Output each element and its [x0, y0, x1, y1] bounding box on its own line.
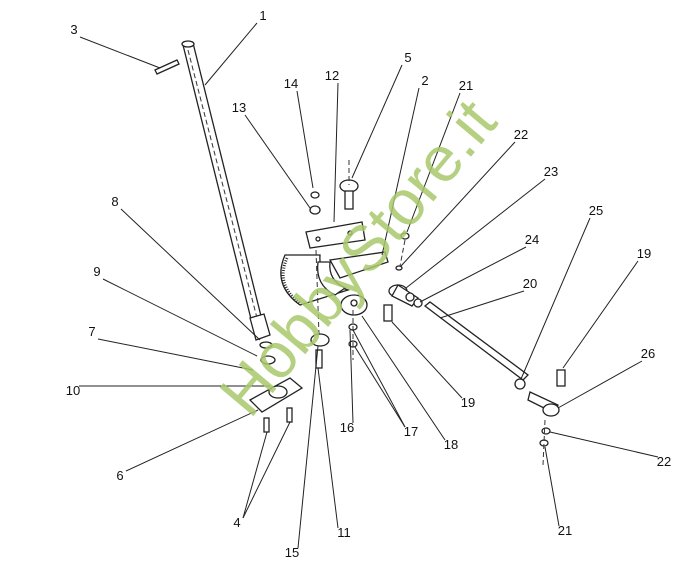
callout-label: 17: [404, 424, 418, 439]
leader-line: [419, 246, 527, 303]
leader-line: [520, 217, 591, 380]
parts-drawing: [154, 40, 566, 466]
callout-label: 19: [461, 395, 475, 410]
callout-label: 22: [514, 127, 528, 142]
leader-line: [351, 64, 403, 179]
callout-label: 4: [233, 515, 240, 530]
sector-gear: [280, 251, 389, 316]
callout-label: 7: [88, 324, 95, 339]
leader-line: [242, 421, 291, 519]
callout-label: 23: [544, 164, 558, 179]
leader-line: [406, 92, 461, 233]
leader-line: [349, 329, 354, 424]
callout-label: 12: [325, 68, 339, 83]
callout-label: 3: [70, 22, 77, 37]
leader-line: [242, 431, 268, 519]
callout-label: 6: [116, 468, 123, 483]
callout-label: 22: [657, 454, 671, 469]
callout-label: 2: [421, 73, 428, 88]
callout-label: 24: [525, 232, 539, 247]
callout-label: 15: [285, 545, 299, 560]
callout-label: 13: [232, 100, 246, 115]
leader-line: [562, 260, 639, 369]
steering-shaft: [181, 40, 271, 341]
callout-label: 21: [459, 78, 473, 93]
callout-label: 11: [337, 525, 351, 540]
callout-label: 19: [637, 246, 651, 261]
callout-label: 5: [404, 50, 411, 65]
callout-label: 14: [284, 76, 298, 91]
leader-line: [120, 208, 261, 341]
leader-line: [102, 278, 258, 357]
bracket: [305, 191, 366, 249]
callout-label: 26: [641, 346, 655, 361]
callout-label: 21: [558, 523, 572, 538]
pin: [154, 59, 180, 75]
ball-joint: [514, 369, 566, 466]
callout-label: 1: [259, 8, 266, 23]
leader-line: [317, 367, 339, 529]
tie-rod: [383, 232, 529, 381]
leader-line: [204, 22, 258, 86]
leader-line: [439, 290, 525, 319]
callout-label: 18: [444, 437, 458, 452]
leader-line: [244, 114, 311, 209]
leader-line: [361, 315, 446, 441]
leader-line: [544, 446, 560, 527]
leader-lines: [79, 22, 659, 549]
leader-line: [333, 82, 339, 223]
callout-label: 9: [93, 264, 100, 279]
leader-line: [391, 321, 463, 399]
leader-line: [557, 360, 643, 409]
callout-label: 8: [111, 194, 118, 209]
callout-label: 10: [66, 383, 80, 398]
leader-line: [125, 409, 259, 472]
washers-nuts: [310, 160, 358, 369]
watermark: HobbyStore.it: [206, 86, 511, 429]
leader-line: [549, 431, 659, 458]
leader-line: [405, 178, 546, 289]
base-plate: [248, 341, 304, 433]
callout-label: 16: [340, 420, 354, 435]
callout-label: 20: [523, 276, 537, 291]
leader-line: [97, 338, 254, 371]
leader-line: [297, 345, 319, 549]
leader-line: [400, 141, 516, 267]
leader-line: [352, 329, 406, 428]
leader-line: [296, 90, 314, 189]
leader-line: [381, 87, 420, 256]
callout-label: 25: [589, 203, 603, 218]
leader-line: [354, 346, 406, 428]
leader-line: [79, 36, 161, 69]
